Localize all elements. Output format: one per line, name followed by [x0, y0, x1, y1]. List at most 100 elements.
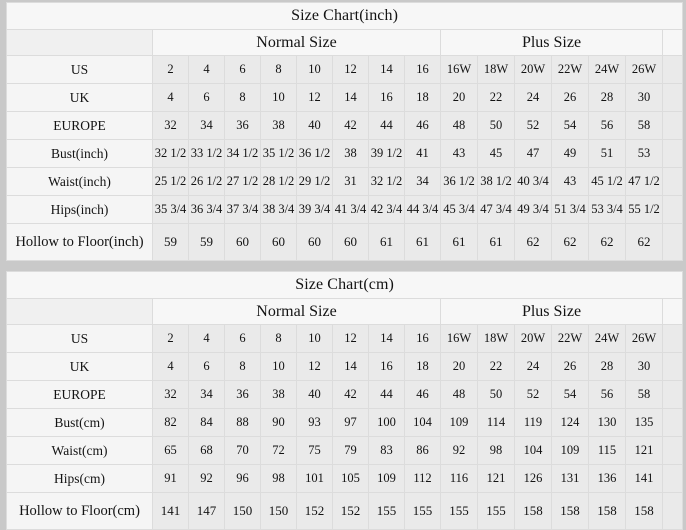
cell-cm-0-n2: 6 — [224, 324, 261, 353]
table-row: UK 4 6 8 10 12 14 16 18 20 22 24 26 28 30 — [6, 352, 684, 381]
cell-inch-2-n6: 44 — [368, 111, 405, 140]
cell-cm-6-n2: 150 — [224, 492, 261, 530]
cell-cm-1-n4: 12 — [296, 352, 333, 381]
cell-cm-0-n6: 14 — [368, 324, 405, 353]
cell-cm-4-p2: 104 — [514, 436, 552, 465]
cell-inch-3-n0: 32 1/2 — [152, 139, 189, 168]
cell-cm-3-n6: 100 — [368, 408, 405, 437]
cell-cm-1-n0: 4 — [152, 352, 189, 381]
group-header-row-inch: Normal Size Plus Size — [6, 29, 684, 56]
cell-inch-6-n0: 59 — [152, 223, 189, 261]
cell-inch-2-n0: 32 — [152, 111, 189, 140]
row-tail-inch-5 — [661, 195, 684, 224]
cell-cm-5-p4: 136 — [588, 464, 626, 493]
cell-inch-0-n5: 12 — [332, 55, 369, 84]
cell-cm-4-n7: 86 — [404, 436, 441, 465]
cell-cm-4-n0: 65 — [152, 436, 189, 465]
cell-cm-4-n4: 75 — [296, 436, 333, 465]
cell-cm-1-p0: 20 — [440, 352, 478, 381]
cell-cm-2-n3: 38 — [260, 380, 297, 409]
group-header-tail-inch — [661, 29, 684, 56]
row-tail-inch-0 — [661, 55, 684, 84]
cell-inch-0-p0: 16W — [440, 55, 478, 84]
cell-cm-0-p3: 22W — [551, 324, 589, 353]
cell-cm-0-p5: 26W — [625, 324, 663, 353]
cell-inch-1-n6: 16 — [368, 83, 405, 112]
cell-cm-2-n5: 42 — [332, 380, 369, 409]
cell-inch-2-p3: 54 — [551, 111, 589, 140]
cell-cm-0-p4: 24W — [588, 324, 626, 353]
size-chart-inch-body: Size Chart(inch) Normal Size Plus Size US 2 4… — [5, 2, 684, 261]
cell-inch-5-p4: 53 3/4 — [588, 195, 626, 224]
cell-cm-6-p2: 158 — [514, 492, 552, 530]
cell-inch-5-n1: 36 3/4 — [188, 195, 225, 224]
cell-inch-3-n6: 39 1/2 — [368, 139, 405, 168]
cell-cm-3-n7: 104 — [404, 408, 441, 437]
cell-inch-1-n1: 6 — [188, 83, 225, 112]
row-tail-cm-3 — [661, 408, 684, 437]
cell-inch-5-n7: 44 3/4 — [404, 195, 441, 224]
cell-cm-5-n4: 101 — [296, 464, 333, 493]
cell-inch-2-n5: 42 — [332, 111, 369, 140]
cell-inch-4-p4: 45 1/2 — [588, 167, 626, 196]
cell-inch-6-p5: 62 — [625, 223, 663, 261]
table-row: Bust(inch) 32 1/2 33 1/2 34 1/2 35 1/2 36 1/2… — [6, 139, 684, 168]
cell-inch-6-n7: 61 — [404, 223, 441, 261]
row-label-inch-3: Bust(inch) — [6, 139, 153, 168]
group-header-row-cm: Normal Size Plus Size — [6, 298, 684, 325]
cell-cm-3-p4: 130 — [588, 408, 626, 437]
cell-inch-3-p2: 47 — [514, 139, 552, 168]
table-row: EUROPE 32 34 36 38 40 42 44 46 48 50 52 54 56 58 — [6, 380, 684, 409]
row-tail-cm-4 — [661, 436, 684, 465]
cell-cm-4-p5: 121 — [625, 436, 663, 465]
cell-inch-5-n2: 37 3/4 — [224, 195, 261, 224]
cell-cm-6-n1: 147 — [188, 492, 225, 530]
cell-inch-6-p1: 61 — [477, 223, 515, 261]
cell-cm-1-p3: 26 — [551, 352, 589, 381]
row-label-inch-2: EUROPE — [6, 111, 153, 140]
cell-inch-3-n4: 36 1/2 — [296, 139, 333, 168]
cell-inch-1-n7: 18 — [404, 83, 441, 112]
cell-inch-1-p2: 24 — [514, 83, 552, 112]
cell-cm-6-p4: 158 — [588, 492, 626, 530]
cell-cm-2-n0: 32 — [152, 380, 189, 409]
row-tail-inch-1 — [661, 83, 684, 112]
cell-cm-5-n6: 109 — [368, 464, 405, 493]
cell-inch-3-p5: 53 — [625, 139, 663, 168]
cell-inch-6-p3: 62 — [551, 223, 589, 261]
cell-cm-5-p2: 126 — [514, 464, 552, 493]
table-row: Bust(cm) 82 84 88 90 93 97 100 104 109 114 119 124 13… — [6, 408, 684, 437]
cell-inch-3-n2: 34 1/2 — [224, 139, 261, 168]
cell-cm-6-n6: 155 — [368, 492, 405, 530]
cell-inch-0-p2: 20W — [514, 55, 552, 84]
cell-cm-5-p5: 141 — [625, 464, 663, 493]
table-row: Waist(inch) 25 1/2 26 1/2 27 1/2 28 1/2 29 1/… — [6, 167, 684, 196]
cell-cm-2-p3: 54 — [551, 380, 589, 409]
cell-cm-2-n2: 36 — [224, 380, 261, 409]
chart-title-inch: Size Chart(inch) — [5, 2, 684, 30]
cell-cm-1-p4: 28 — [588, 352, 626, 381]
cell-cm-3-p5: 135 — [625, 408, 663, 437]
cell-inch-0-p4: 24W — [588, 55, 626, 84]
cell-cm-5-n3: 98 — [260, 464, 297, 493]
cell-inch-0-p5: 26W — [625, 55, 663, 84]
cell-cm-2-n7: 46 — [404, 380, 441, 409]
cell-inch-2-n1: 34 — [188, 111, 225, 140]
row-label-cm-1: UK — [6, 352, 153, 381]
cell-inch-6-n4: 60 — [296, 223, 333, 261]
row-tail-cm-0 — [661, 324, 684, 353]
chart-title-cm: Size Chart(cm) — [5, 271, 684, 299]
cell-cm-1-n1: 6 — [188, 352, 225, 381]
cell-inch-4-n0: 25 1/2 — [152, 167, 189, 196]
cell-cm-4-n6: 83 — [368, 436, 405, 465]
cell-inch-2-p0: 48 — [440, 111, 478, 140]
cell-inch-0-n6: 14 — [368, 55, 405, 84]
cell-inch-2-n4: 40 — [296, 111, 333, 140]
cell-cm-5-p0: 116 — [440, 464, 478, 493]
row-tail-cm-1 — [661, 352, 684, 381]
cell-inch-5-n3: 38 3/4 — [260, 195, 297, 224]
cell-inch-4-p2: 40 3/4 — [514, 167, 552, 196]
cell-cm-4-n2: 70 — [224, 436, 261, 465]
cell-cm-2-p5: 58 — [625, 380, 663, 409]
